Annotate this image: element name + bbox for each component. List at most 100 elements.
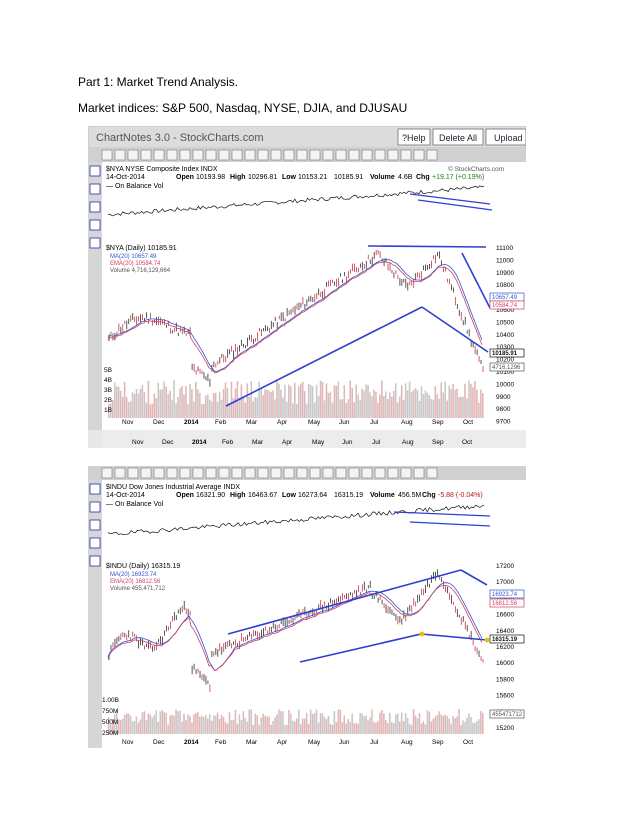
tool-icon[interactable]	[400, 467, 412, 479]
tool-icon[interactable]	[89, 501, 101, 513]
tool-icon[interactable]	[413, 149, 425, 161]
tool-icon[interactable]	[89, 537, 101, 549]
volume-bar	[458, 708, 460, 734]
tool-icon[interactable]	[114, 467, 126, 479]
legend-volume: Volume 4,716,129,664	[110, 268, 171, 274]
volume-bar	[303, 390, 306, 418]
tool-icon[interactable]	[322, 467, 334, 479]
tool-icon[interactable]	[244, 149, 256, 161]
tool-icon[interactable]	[335, 149, 347, 161]
tool-icon[interactable]	[89, 165, 101, 177]
tool-icon[interactable]	[283, 467, 295, 479]
volume-bar	[305, 712, 308, 734]
tool-icon[interactable]	[322, 149, 334, 161]
tool-icon[interactable]	[361, 149, 373, 161]
tool-icon[interactable]	[400, 149, 412, 161]
tool-icon[interactable]	[231, 467, 243, 479]
tool-icon[interactable]	[283, 149, 295, 161]
tool-icon[interactable]	[374, 149, 386, 161]
tool-icon[interactable]	[89, 519, 101, 531]
drawing-tools-toolbar[interactable]	[101, 149, 438, 161]
tool-icon[interactable]	[309, 467, 321, 479]
tool-icon[interactable]	[127, 467, 139, 479]
tool-icon[interactable]	[218, 149, 230, 161]
tool-icon[interactable]	[205, 149, 217, 161]
tool-icon[interactable]	[127, 149, 139, 161]
price-tag	[489, 300, 525, 310]
volume-bar	[357, 394, 359, 418]
tool-icon[interactable]	[257, 467, 269, 479]
tool-icon[interactable]	[348, 467, 360, 479]
tool-icon[interactable]	[231, 149, 243, 161]
tool-icon[interactable]	[166, 467, 178, 479]
tool-icon[interactable]	[335, 467, 347, 479]
upload-button[interactable]: Upload	[485, 128, 526, 146]
tool-icon[interactable]	[387, 149, 399, 161]
tool-icon[interactable]	[101, 467, 113, 479]
volume-bar	[242, 711, 245, 734]
tool-icon[interactable]	[192, 149, 204, 161]
volume-bar	[123, 714, 126, 734]
volume-bar	[438, 711, 441, 734]
volume-bar	[234, 709, 237, 734]
tool-icon[interactable]	[179, 149, 191, 161]
tool-icon[interactable]	[270, 149, 282, 161]
side-tools[interactable]	[89, 483, 101, 567]
djia-chart-screenshot: $INDU Dow Jones Industrial Average INDX …	[88, 466, 526, 748]
price-tick-label: 10300	[496, 344, 514, 351]
tool-icon[interactable]	[426, 467, 438, 479]
volume-bar	[387, 722, 389, 734]
chg-value: -5.88 (-0.04%)	[438, 492, 483, 499]
tool-icon[interactable]	[89, 237, 101, 249]
price-tick-label: 10900	[496, 270, 514, 277]
tool-icon[interactable]	[257, 149, 269, 161]
legend-price: $INDU (Daily) 16315.19	[106, 563, 180, 570]
help-button[interactable]: ?Help	[397, 128, 431, 146]
volume-tick-label: 500M	[102, 719, 118, 726]
close-value: 10185.91	[334, 174, 363, 181]
tool-icon[interactable]	[140, 467, 152, 479]
volume-bar	[466, 398, 468, 418]
delete-all-button[interactable]: Delete All	[432, 128, 484, 146]
tool-icon[interactable]	[89, 555, 101, 567]
tool-icon[interactable]	[89, 201, 101, 213]
tool-icon[interactable]	[114, 149, 126, 161]
volume-bar	[183, 713, 185, 734]
tool-icon[interactable]	[296, 149, 308, 161]
drawing-tools-toolbar[interactable]	[101, 467, 438, 479]
tool-icon[interactable]	[270, 467, 282, 479]
tool-icon[interactable]	[153, 467, 165, 479]
tool-icon[interactable]	[361, 467, 373, 479]
tool-icon[interactable]	[153, 149, 165, 161]
volume-label: Volume	[370, 492, 395, 499]
tool-icon[interactable]	[89, 219, 101, 231]
tool-icon[interactable]	[387, 467, 399, 479]
volume-bar	[299, 383, 302, 418]
tool-icon[interactable]	[205, 467, 217, 479]
tool-icon[interactable]	[296, 467, 308, 479]
volume-bar	[187, 404, 189, 418]
tool-icon[interactable]	[348, 149, 360, 161]
open-value: 10193.98	[196, 174, 225, 181]
tool-icon[interactable]	[140, 149, 152, 161]
month-label: 2014	[192, 439, 207, 446]
tool-icon[interactable]	[374, 467, 386, 479]
side-tools[interactable]	[89, 165, 101, 249]
price-tag-label: 10657.49	[492, 295, 518, 301]
tool-icon[interactable]	[89, 483, 101, 495]
tool-icon[interactable]	[309, 149, 321, 161]
tool-icon[interactable]	[244, 467, 256, 479]
volume-bar	[480, 389, 482, 418]
volume-bar	[191, 722, 193, 734]
tool-icon[interactable]	[192, 467, 204, 479]
tool-icon[interactable]	[413, 467, 425, 479]
tool-icon[interactable]	[89, 183, 101, 195]
tool-icon[interactable]	[101, 149, 113, 161]
tool-icon[interactable]	[166, 149, 178, 161]
tool-icon[interactable]	[426, 149, 438, 161]
volume-bar	[359, 713, 361, 734]
volume-bar	[266, 716, 268, 734]
tool-icon[interactable]	[179, 467, 191, 479]
tool-icon[interactable]	[218, 467, 230, 479]
volume-bar	[303, 718, 306, 734]
